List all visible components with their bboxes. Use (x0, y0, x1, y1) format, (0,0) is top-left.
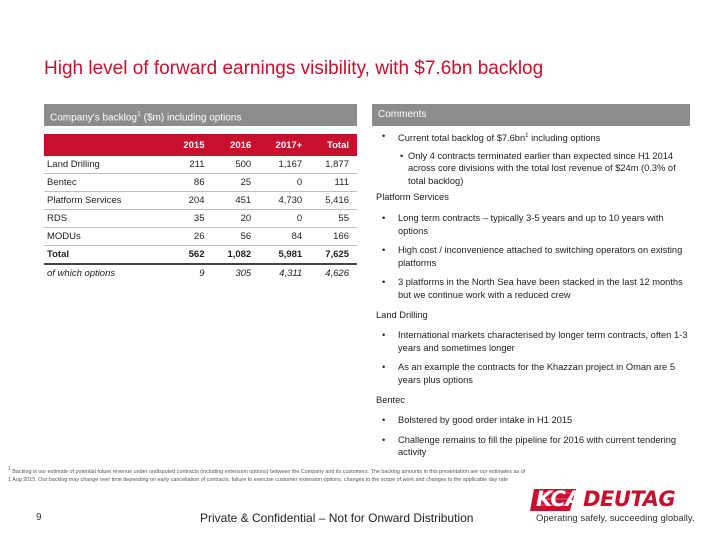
comment-sub-bullet: Only 4 contracts terminated earlier than… (376, 150, 688, 188)
cell-value: 55 (310, 209, 357, 228)
options-value: 305 (235, 268, 252, 279)
backlog-panel-header: Company's backlog1 ($m) including option… (44, 104, 357, 126)
cell-value: 0 (259, 209, 311, 228)
backlog-table-header-row: 2015 2016 2017+ Total (44, 134, 357, 156)
cell-value: 451 (212, 191, 260, 210)
footnote-mark: 1 (8, 466, 11, 472)
cell-value: 500 (212, 156, 260, 174)
footnote: 1 Backlog is our estimate of potential f… (8, 465, 528, 484)
comments-list: Current total backlog of $7.6bn1 includi… (376, 130, 688, 466)
table-row: Platform Services 204 451 4,730 5,416 (44, 191, 357, 210)
total-value: 562 (169, 245, 213, 265)
backlog-table: 2015 2016 2017+ Total Land Drilling 211 … (44, 134, 357, 282)
comment-bullet: Current total backlog of $7.6bn1 includi… (376, 130, 688, 145)
backlog-header-suffix: ($m) including options (140, 112, 242, 124)
comment-text: Current total backlog of $7.6bn (398, 133, 526, 144)
cell-value: 5,416 (310, 191, 357, 210)
logo-deutag: DEUTAG (583, 487, 676, 511)
row-label: MODUs (44, 227, 170, 246)
cell-value: 1,877 (310, 156, 357, 174)
options-value: 9 (199, 268, 205, 279)
comment-bullet: As an example the contracts for the Khaz… (376, 361, 688, 386)
comment-footnote-mark: 1 (525, 133, 529, 139)
cell-value: 86 (169, 173, 213, 192)
table-row: Land Drilling 211 500 1,167 1,877 (44, 156, 357, 174)
backlog-header-footnote-mark: 1 (136, 111, 141, 118)
total-value: 7,625 (310, 245, 357, 265)
cell-value: 211 (169, 156, 213, 174)
logo-kca: KCA (536, 487, 582, 511)
kca-deutag-logo: KCADEUTAG Operating safely, succeeding g… (530, 487, 702, 529)
column-header-2015: 2015 (169, 134, 213, 156)
cell-value: 25 (212, 173, 260, 192)
comment-text-suffix: including options (528, 133, 601, 144)
section-heading-land-drilling: Land Drilling (376, 309, 428, 320)
comment-bullet: 3 platforms in the North Sea have been s… (376, 276, 688, 301)
section-heading-platform-services: Platform Services (376, 192, 449, 203)
cell-value: 84 (259, 227, 311, 246)
options-value: 4,311 (279, 268, 303, 279)
row-label: RDS (44, 209, 170, 228)
slide-title: High level of forward earnings visibilit… (44, 58, 544, 79)
section-heading-bentec: Bentec (376, 394, 405, 405)
options-row: of which options 9 305 4,311 4,626 (44, 264, 357, 282)
table-row: MODUs 26 56 84 166 (44, 227, 357, 246)
total-row: Total 562 1,082 5,981 7,625 (44, 245, 357, 265)
cell-value: 4,730 (259, 191, 311, 210)
comment-bullet: International markets characterised by l… (376, 329, 688, 354)
cell-value: 1,167 (259, 156, 311, 174)
total-value: 1,082 (212, 245, 260, 265)
cell-value: 26 (169, 227, 213, 246)
cell-value: 35 (169, 209, 213, 228)
footnote-text: Backlog is our estimate of potential fut… (8, 468, 526, 483)
table-row: Bentec 86 25 0 111 (44, 173, 357, 192)
cell-value: 56 (212, 227, 260, 246)
column-header-2016: 2016 (212, 134, 260, 156)
column-header-total: Total (310, 134, 357, 156)
column-header-label (44, 134, 170, 156)
cell-value: 111 (310, 173, 357, 192)
table-row: RDS 35 20 0 55 (44, 209, 357, 228)
logo-wordmark: KCADEUTAG (536, 487, 676, 511)
cell-value: 166 (310, 227, 357, 246)
page-number: 9 (36, 512, 42, 523)
confidentiality-notice: Private & Confidential – Not for Onward … (200, 511, 474, 525)
total-value: 5,981 (259, 245, 311, 265)
cell-value: 204 (169, 191, 213, 210)
comment-bullet: Long term contracts – typically 3-5 year… (376, 212, 688, 237)
row-label: Bentec (44, 173, 170, 192)
comment-bullet: Challenge remains to fill the pipeline f… (376, 434, 688, 459)
options-value: 4,626 (325, 268, 349, 279)
comment-bullet: High cost / inconvenience attached to sw… (376, 244, 688, 269)
comment-bullet: Bolstered by good order intake in H1 201… (376, 414, 688, 427)
total-label: Total (44, 245, 170, 265)
logo-mark-icon (530, 489, 576, 511)
cell-value: 20 (212, 209, 260, 228)
logo-tagline: Operating safely, succeeding globally. (536, 513, 695, 524)
comments-panel-header: Comments (372, 104, 690, 126)
column-header-2017-plus: 2017+ (259, 134, 311, 156)
options-label: of which options (47, 268, 116, 279)
backlog-header-text: Company's backlog (50, 112, 137, 124)
cell-value: 0 (259, 173, 311, 192)
row-label: Platform Services (44, 191, 170, 210)
row-label: Land Drilling (44, 156, 170, 174)
